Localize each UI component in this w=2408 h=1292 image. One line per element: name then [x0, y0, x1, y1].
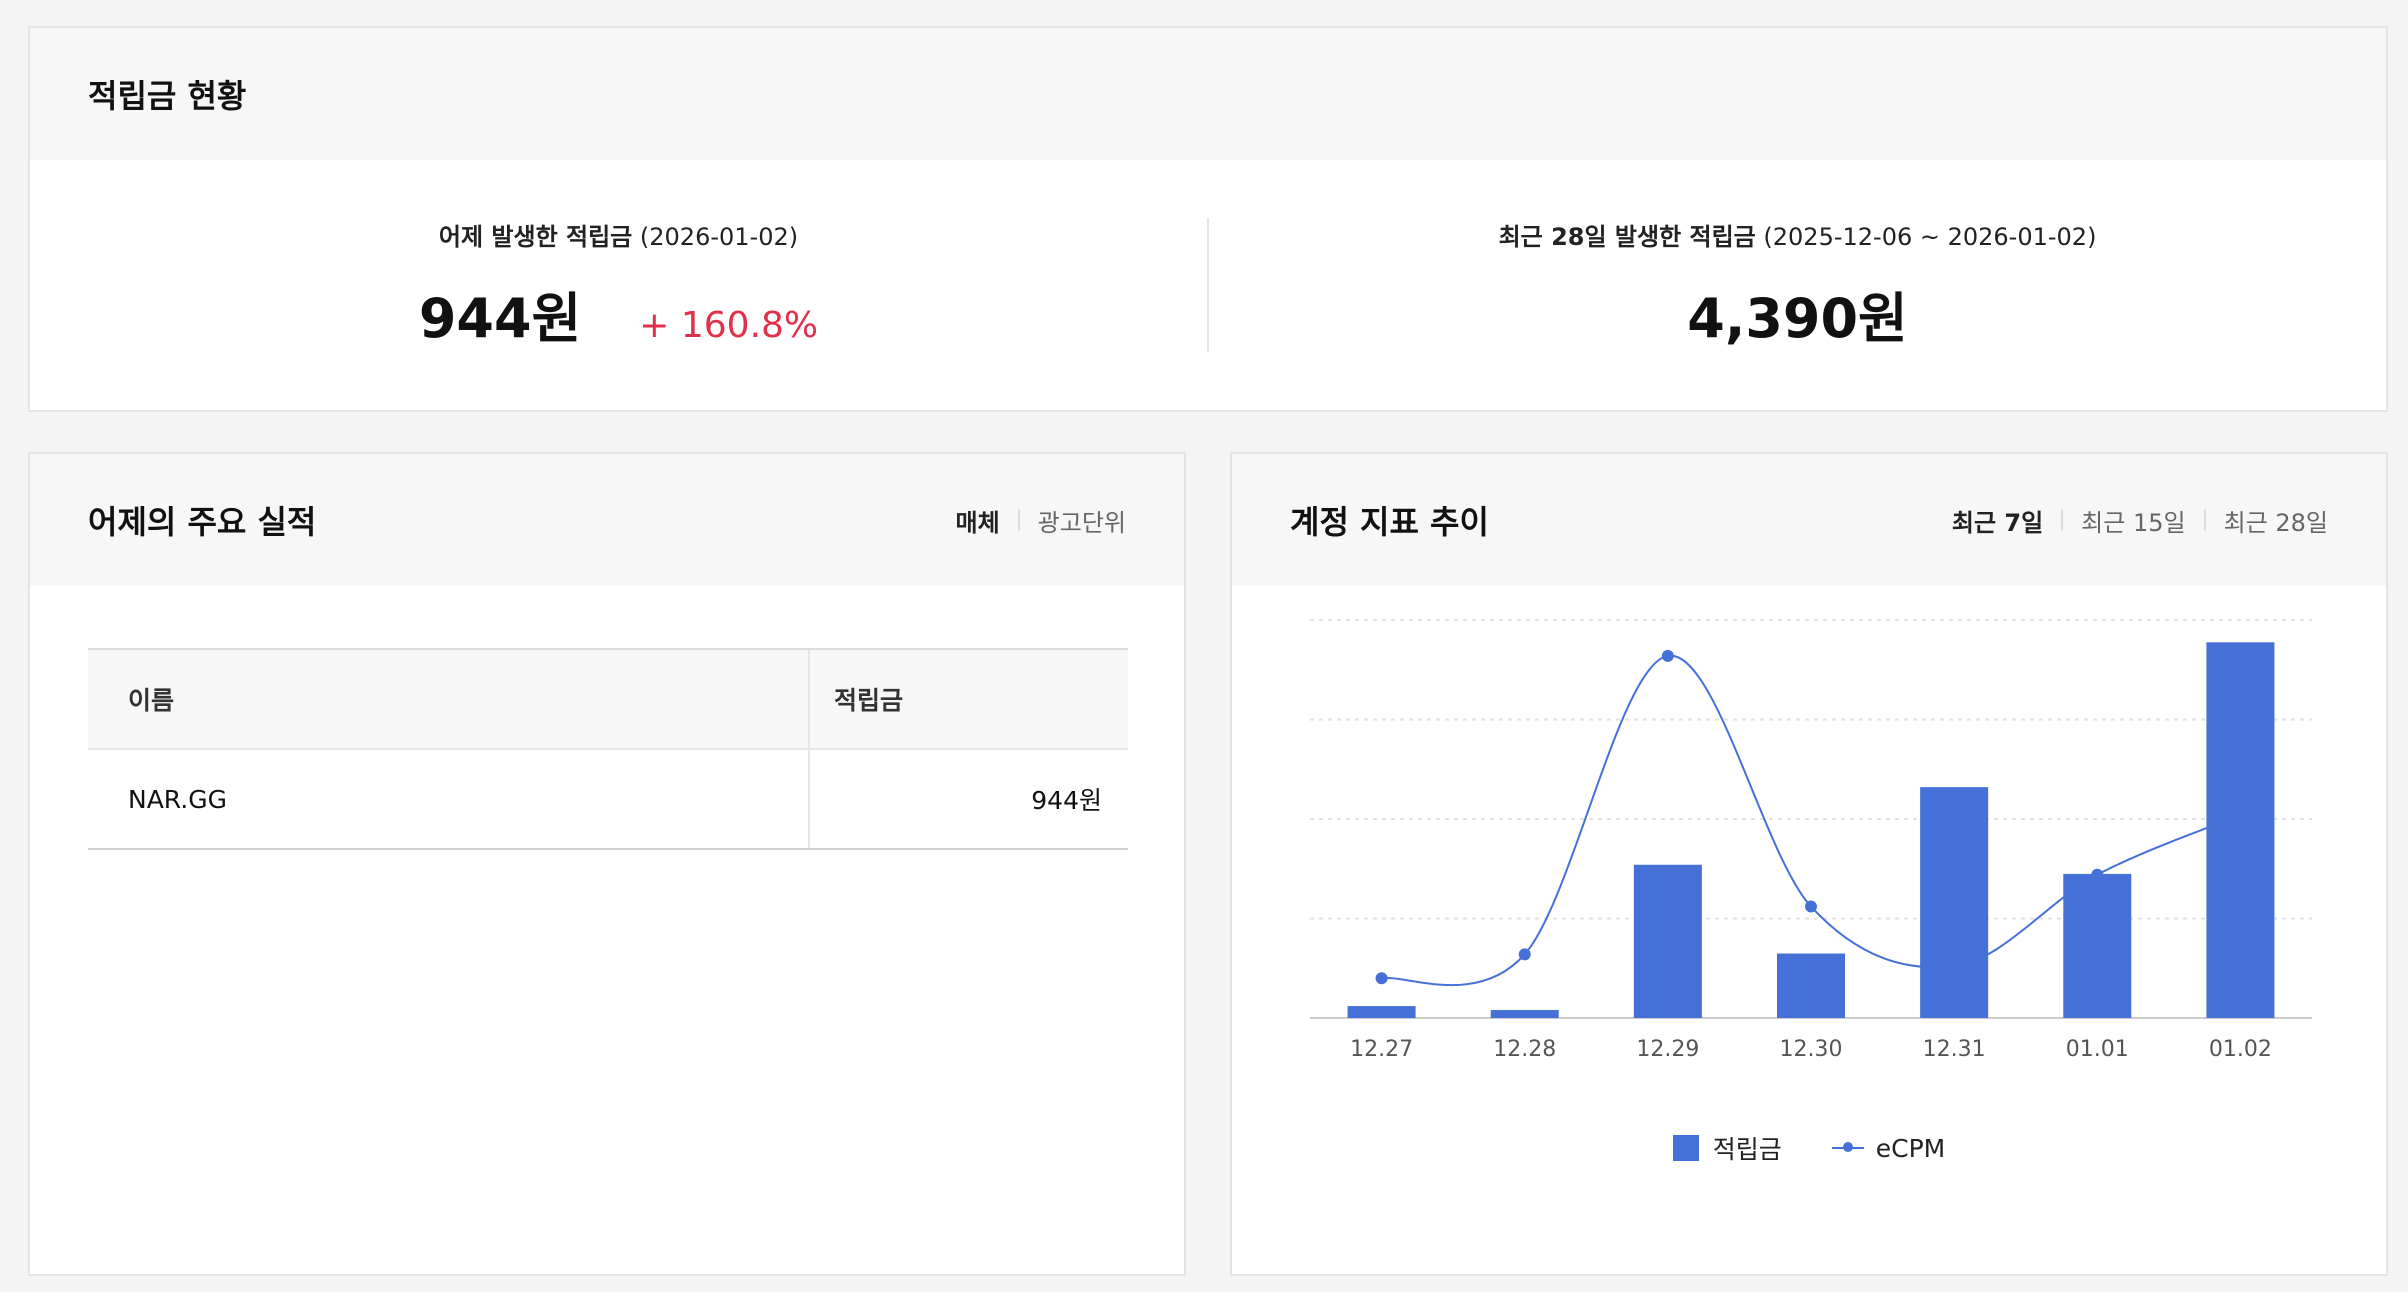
- performance-card: 어제의 주요 실적 매체 광고단위 이름 적립금 NAR.GG 944원: [28, 452, 1186, 1276]
- bar-01.02: [2206, 642, 2275, 1018]
- summary-header: 적립금 현황: [30, 28, 2386, 160]
- toggle-separator: [1017, 509, 1020, 531]
- performance-header: 어제의 주요 실적 매체 광고단위: [30, 454, 1184, 586]
- ecpm-point-01.02: [2234, 809, 2247, 822]
- period-toggle: 최근 7일 최근 15일 최근 28일: [1952, 503, 2328, 538]
- row-name: NAR.GG: [88, 750, 810, 848]
- legend-ecpm-label: eCPM: [1875, 1133, 1946, 1163]
- summary-title: 적립금 현황: [88, 77, 247, 115]
- recent28-label: 최근 28일 발생한 적립금: [1498, 223, 1756, 251]
- ecpm-point-12.31: [1948, 960, 1961, 973]
- summary-body: 어제 발생한 적립금 (2026-01-02) 944원 + 160.8% 최근…: [30, 160, 2386, 410]
- table-header-row: 이름 적립금: [88, 650, 1128, 750]
- legend-bar-swatch: [1672, 1135, 1699, 1161]
- ecpm-point-12.30: [1805, 900, 1817, 913]
- bar-12.28: [1490, 1010, 1559, 1018]
- x-tick-label: 12.30: [1780, 1037, 1843, 1062]
- yesterday-summary: 어제 발생한 적립금 (2026-01-02) 944원 + 160.8%: [30, 218, 1207, 352]
- recent28-value: 4,390원: [1687, 287, 1908, 350]
- legend-earnings-label: 적립금: [1712, 1135, 1782, 1164]
- recent28-label-row: 최근 28일 발생한 적립금 (2025-12-06 ~ 2026-01-02): [1499, 217, 2097, 252]
- x-tick-label: 01.01: [2066, 1037, 2129, 1062]
- period-28d[interactable]: 최근 28일: [2223, 508, 2328, 537]
- yesterday-label: 어제 발생한 적립금: [438, 223, 633, 251]
- performance-table: 이름 적립금 NAR.GG 944원: [88, 648, 1128, 850]
- performance-toggle: 매체 광고단위: [956, 503, 1127, 538]
- trend-header: 계정 지표 추이 최근 7일 최근 15일 최근 28일: [1232, 454, 2386, 586]
- legend-line-swatch: [1831, 1142, 1864, 1152]
- yesterday-value-row: 944원 + 160.8%: [419, 274, 818, 353]
- ecpm-point-12.28: [1518, 948, 1531, 961]
- bar-01.01: [2063, 873, 2132, 1018]
- summary-card: 적립금 현황 어제 발생한 적립금 (2026-01-02) 944원 + 16…: [28, 26, 2388, 412]
- table-body: NAR.GG 944원: [88, 750, 1128, 850]
- bar-12.27: [1347, 1006, 1416, 1018]
- yesterday-label-row: 어제 발생한 적립금 (2026-01-02): [439, 217, 798, 252]
- x-tick-label: 01.02: [2209, 1037, 2272, 1062]
- header-name: 이름: [88, 650, 810, 748]
- recent28-summary: 최근 28일 발생한 적립금 (2025-12-06 ~ 2026-01-02)…: [1209, 218, 2386, 352]
- trend-card: 계정 지표 추이 최근 7일 최근 15일 최근 28일 12.27 12.28 1…: [1230, 452, 2388, 1276]
- summary-divider: [1207, 218, 1209, 352]
- table-row: NAR.GG 944원: [88, 750, 1128, 850]
- legend-ecpm[interactable]: eCPM: [1831, 1130, 1946, 1166]
- ecpm-point-12.27: [1375, 972, 1388, 985]
- chart-legend: 적립금 eCPM: [1232, 1130, 2386, 1166]
- period-separator: [2203, 509, 2206, 531]
- ecpm-point-12.29: [1661, 649, 1674, 662]
- x-tick-label: 12.31: [1923, 1037, 1986, 1062]
- period-7d[interactable]: 최근 7일: [1951, 508, 2044, 537]
- trend-chart: 12.27 12.28 12.29 12.30 12.31 01.01 01.02: [1310, 619, 2312, 1062]
- x-tick-label: 12.29: [1636, 1037, 1699, 1062]
- yesterday-value: 944원: [418, 287, 582, 350]
- recent28-date: (2025-12-06 ~ 2026-01-02): [1763, 223, 2097, 251]
- toggle-ad-unit[interactable]: 광고단위: [1037, 508, 1126, 537]
- bar-12.31: [1920, 787, 1989, 1018]
- toggle-media[interactable]: 매체: [955, 508, 1000, 537]
- performance-title: 어제의 주요 실적: [88, 503, 317, 541]
- ecpm-point-01.01: [2091, 868, 2104, 881]
- ecpm-line: [1381, 654, 2241, 987]
- recent28-value-row: 4,390원: [1687, 274, 1908, 353]
- period-15d[interactable]: 최근 15일: [2081, 508, 2186, 537]
- x-tick-label: 12.27: [1350, 1037, 1413, 1062]
- legend-earnings[interactable]: 적립금: [1672, 1130, 1782, 1166]
- period-separator: [2061, 509, 2064, 531]
- x-tick-label: 12.28: [1493, 1037, 1556, 1062]
- bar-12.29: [1633, 864, 1702, 1018]
- row-earnings: 944원: [1031, 786, 1102, 815]
- bar-12.30: [1777, 953, 1845, 1018]
- header-earnings: 적립금: [834, 686, 904, 715]
- yesterday-change: + 160.8%: [639, 305, 819, 346]
- trend-title: 계정 지표 추이: [1290, 503, 1489, 541]
- yesterday-date: (2026-01-02): [639, 223, 799, 251]
